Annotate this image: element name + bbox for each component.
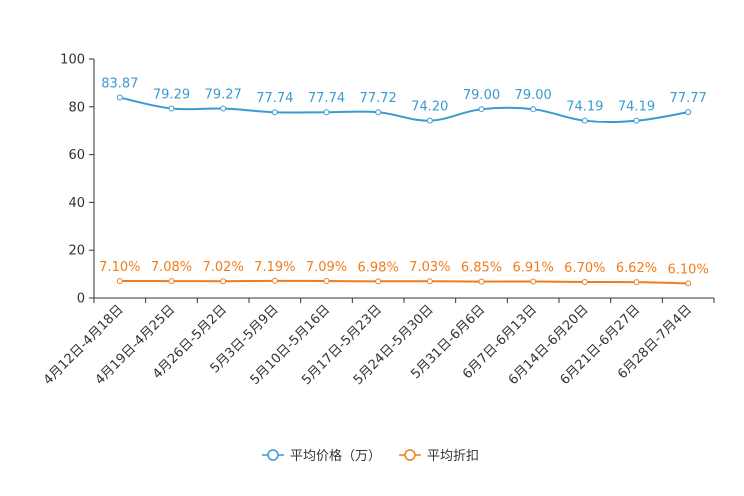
data-label: 7.10% [99, 260, 140, 275]
data-point [633, 279, 640, 286]
data-point [478, 106, 485, 113]
legend-marker [267, 449, 279, 461]
y-tick-label: 80 [68, 100, 85, 115]
series-line [119, 96, 689, 124]
data-label: 7.19% [254, 260, 295, 275]
x-axis: 4月12日-4月18日4月19日-4月25日4月26日-5月2日5月3日-5月9… [41, 297, 715, 388]
y-tick-label: 0 [77, 292, 85, 307]
legend-item-1: 平均价格（万） [262, 448, 381, 464]
data-label: 7.08% [151, 260, 192, 275]
data-point [220, 105, 227, 112]
data-label: 7.02% [203, 260, 244, 275]
data-label: 6.62% [616, 261, 657, 276]
data-point [116, 278, 123, 285]
data-point [168, 278, 175, 285]
data-point [271, 277, 278, 284]
data-point [375, 278, 382, 285]
data-point [581, 117, 588, 124]
data-point [581, 278, 588, 285]
data-label: 79.29 [153, 87, 190, 102]
data-point [375, 109, 382, 116]
legend-label: 平均价格（万） [290, 448, 381, 464]
data-label: 77.74 [256, 91, 293, 106]
data-point [168, 105, 175, 112]
data-label: 77.77 [670, 91, 707, 106]
data-label: 7.09% [306, 260, 347, 275]
data-label: 79.00 [463, 88, 500, 103]
y-tick-label: 60 [68, 148, 85, 163]
legend: 平均价格（万） 平均折扣 [262, 448, 479, 464]
data-label: 74.19 [618, 100, 655, 115]
data-label: 74.20 [411, 100, 448, 115]
data-point [530, 278, 537, 285]
data-point [426, 117, 433, 124]
data-label: 79.27 [205, 88, 242, 103]
data-label: 6.91% [513, 260, 554, 275]
data-point [220, 278, 227, 285]
data-point [633, 117, 640, 124]
series-line [119, 279, 689, 285]
data-point [478, 278, 485, 285]
data-label: 6.98% [358, 260, 399, 275]
y-tick-label: 100 [60, 53, 85, 68]
data-point [323, 278, 330, 285]
y-tick-label: 20 [68, 244, 85, 259]
data-label: 6.70% [564, 261, 605, 276]
data-label: 6.85% [461, 261, 502, 276]
data-label: 7.03% [409, 260, 450, 275]
data-point [530, 106, 537, 113]
data-point [685, 280, 692, 287]
data-label: 6.10% [668, 262, 709, 277]
data-point [685, 109, 692, 116]
series-layer: 83.87 79.29 79.27 77.74 77.74 77.72 74.20 79.00… [99, 77, 709, 287]
data-label: 77.74 [308, 91, 345, 106]
legend-label: 平均折扣 [427, 449, 479, 464]
data-point [426, 278, 433, 285]
data-label: 83.87 [101, 77, 138, 92]
legend-item-2: 平均折扣 [399, 449, 479, 464]
legend-marker [404, 449, 416, 461]
series-1: 83.87 79.29 79.27 77.74 77.74 77.72 74.20 79.00… [101, 77, 707, 124]
data-label: 77.72 [360, 91, 397, 106]
data-label: 74.19 [566, 100, 603, 115]
data-point [271, 109, 278, 116]
data-point [116, 94, 123, 101]
data-point [323, 109, 330, 116]
data-label: 79.00 [515, 88, 552, 103]
y-axis: 0 20 40 60 80 100 [60, 53, 95, 307]
series-2: 7.10% 7.08% 7.02% 7.19% 7.09% 6.98% 7.03% 6.85%… [99, 260, 709, 287]
y-tick-label: 40 [68, 196, 85, 211]
